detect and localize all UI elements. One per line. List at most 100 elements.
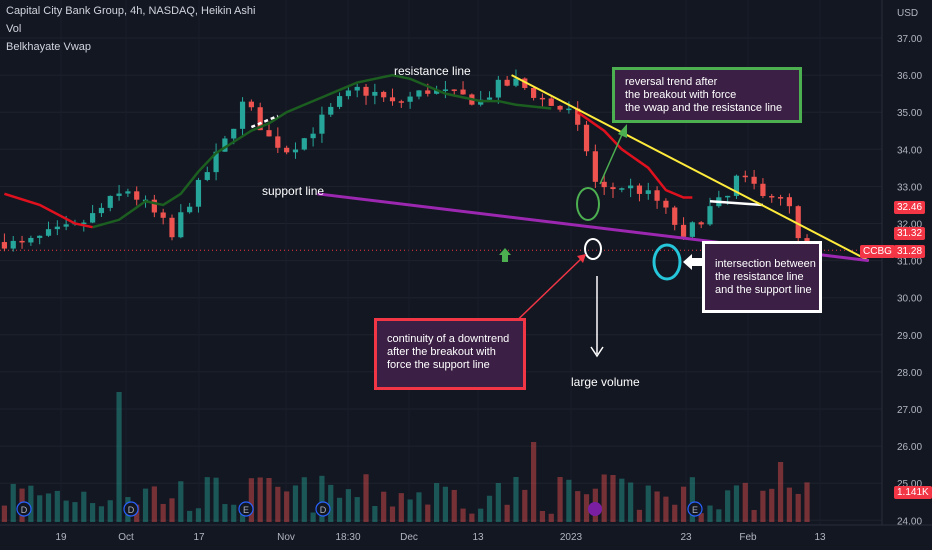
time-tick-label: 13	[814, 532, 826, 543]
volume-bar	[407, 499, 413, 522]
candle-body	[548, 98, 554, 106]
volume-bar	[636, 509, 643, 522]
volume-tag: 1.141K	[894, 486, 932, 499]
candle-body	[28, 237, 34, 243]
vwap-indicator-label[interactable]: Belkhayate Vwap	[6, 41, 91, 53]
time-tick-label: 18:30	[335, 532, 360, 543]
volume-bar	[37, 495, 43, 522]
event-marker-circle	[687, 501, 703, 517]
vwap-white-segment	[250, 114, 279, 129]
volume-bar	[733, 485, 740, 522]
candle-body	[345, 90, 351, 97]
green-circle	[576, 187, 600, 221]
candle-body	[619, 188, 625, 190]
candle-body	[222, 138, 228, 152]
candle-body	[363, 86, 369, 96]
green-callout-line: the vwap and the resistance line	[625, 102, 783, 114]
price-tick-label: 37.00	[897, 34, 922, 45]
time-tick-label: 19	[55, 532, 67, 543]
volume-bar	[151, 486, 157, 522]
resistance-line-label: resistance line	[394, 64, 471, 78]
candle-body	[292, 149, 299, 153]
volume-bar	[751, 509, 757, 522]
volume-bar	[698, 513, 704, 522]
green-arrowhead	[618, 124, 627, 138]
symbol-title[interactable]: Capital City Bank Group, 4h, NASDAQ, Hei…	[6, 5, 256, 17]
volume-bar	[389, 506, 396, 522]
candle-body	[37, 235, 43, 238]
volume-bar	[442, 486, 449, 522]
candle-body	[557, 105, 563, 110]
candle-body	[151, 199, 157, 213]
candle-body	[389, 97, 396, 102]
volume-bar	[513, 476, 519, 522]
vwap-red-line	[4, 192, 93, 229]
volume-bar	[645, 485, 651, 522]
volume-bar	[204, 477, 210, 522]
candle-body	[451, 89, 457, 91]
price-axis-bg	[882, 0, 932, 550]
volume-bar	[769, 488, 775, 522]
volume-bar	[786, 487, 792, 522]
volume-bar	[336, 497, 343, 522]
candle-body	[266, 130, 272, 137]
currency-label: USD	[897, 8, 918, 19]
volume-bar	[98, 506, 105, 522]
candle-body	[733, 175, 740, 196]
candle-body	[442, 89, 449, 91]
green-callout-box: reversal trend after the breakout with f…	[612, 67, 802, 123]
volume-bar	[284, 491, 290, 522]
volume-bar	[504, 504, 510, 522]
event-marker-label: D	[128, 505, 135, 515]
volume-bar	[54, 490, 60, 522]
time-axis[interactable]: 19 Oct 17 Nov 18:30 Dec 13 2023 23 Feb 13	[0, 524, 932, 543]
volume-bar	[63, 500, 69, 522]
volume-bar	[10, 483, 16, 522]
volume-indicator-label[interactable]: Vol	[6, 23, 22, 35]
volume-bar	[90, 503, 96, 522]
volume-bar	[425, 504, 431, 522]
volume-bar	[381, 491, 387, 522]
candle-body	[257, 107, 263, 131]
event-marker-circle	[315, 501, 331, 517]
volume-bar	[610, 474, 616, 522]
candle-body	[707, 206, 713, 225]
volume-bar	[345, 489, 351, 522]
candle-body	[433, 89, 440, 94]
time-tick-label: Feb	[739, 532, 757, 543]
volume-bar	[178, 481, 184, 522]
volume-bar	[495, 483, 501, 522]
volume-bar	[222, 504, 228, 522]
event-marker-label: D	[21, 505, 28, 515]
red-callout-line: continuity of a downtrend	[387, 333, 510, 345]
volume-bar	[777, 462, 784, 522]
time-tick-label: 23	[680, 532, 692, 543]
candle-body	[531, 87, 537, 98]
candle-body	[566, 108, 572, 111]
candle-body	[539, 97, 546, 100]
candle-body	[336, 96, 343, 107]
candle-body	[328, 106, 334, 115]
price-axis[interactable]: USD 37.00 36.00 35.00 34.00 33.00 32.00 31.00 30…	[881, 0, 932, 550]
time-tick-label: Nov	[277, 532, 295, 543]
candle-body	[98, 207, 105, 214]
volume-bar	[45, 493, 52, 522]
white-callout-box: intersection between the resistance line…	[702, 241, 822, 313]
volume-bars	[1, 392, 810, 522]
volume-bar	[760, 490, 766, 522]
volume-bar	[469, 513, 475, 522]
volume-bar	[531, 442, 537, 522]
volume-bar	[433, 483, 440, 522]
event-marker-label: E	[243, 505, 249, 515]
candle-body	[381, 91, 387, 98]
candle-body	[601, 181, 607, 188]
candle-body	[769, 196, 775, 198]
volume-bar	[81, 491, 87, 522]
price-tick-label: 35.00	[897, 108, 922, 119]
candle-body	[513, 78, 519, 86]
volume-bar	[416, 492, 422, 522]
ticker-tag: CCBG	[860, 245, 895, 258]
price-tag-last: 31.28	[894, 245, 926, 258]
volume-bar	[716, 509, 722, 522]
